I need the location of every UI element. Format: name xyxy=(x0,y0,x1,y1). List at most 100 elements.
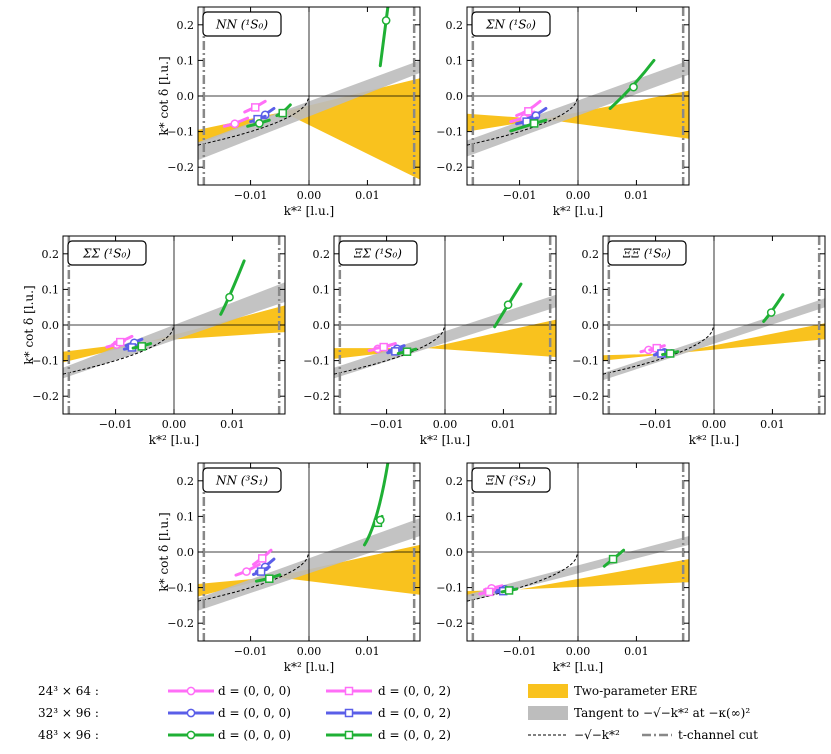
plot-area xyxy=(603,236,825,414)
marker-24-002 xyxy=(251,103,260,112)
ytick-label: 0.0 xyxy=(446,90,464,103)
xtick-label: 0.00 xyxy=(162,418,187,431)
ytick-label: 0.1 xyxy=(582,283,600,296)
ytick-label: 0.2 xyxy=(42,248,60,261)
ytick-label: 0.1 xyxy=(177,510,195,523)
marker-24-002 xyxy=(484,587,494,597)
plot-area xyxy=(467,7,689,185)
panel-title: ΞN (³S₁) xyxy=(485,474,536,488)
marker-48-000 xyxy=(503,300,513,310)
panel-title: ΣN (¹S₀) xyxy=(485,18,536,32)
marker-48-002 xyxy=(265,574,274,583)
marker-48-000 xyxy=(629,82,638,92)
ytick-label: 0.0 xyxy=(42,319,60,332)
legend-text-24-000: d = (0, 0, 0) xyxy=(218,684,291,698)
ytick-label: −0.2 xyxy=(167,161,194,174)
marker-48-000 xyxy=(375,515,385,525)
data-segment-48-002 xyxy=(363,463,390,547)
legend-marker-48-002 xyxy=(344,730,354,740)
marker-24-002 xyxy=(524,107,533,116)
legend-text-48-002: d = (0, 0, 2) xyxy=(378,728,451,742)
x-axis-label: k*² [l.u.] xyxy=(689,433,739,447)
xtick-label: 0.00 xyxy=(297,189,322,202)
xtick-label: 0.01 xyxy=(624,189,649,202)
legend-row-24: 24³ × 64 : d = (0, 0, 0) d = (0, 0, 2) xyxy=(38,684,451,698)
panel-title: NN (³S₁) xyxy=(215,474,268,488)
marker-48-002 xyxy=(137,342,147,351)
title-box xyxy=(607,240,687,266)
ytick-label: 0.1 xyxy=(446,510,464,523)
data-segment-48-000 xyxy=(219,259,246,316)
marker-48-000 xyxy=(225,292,234,302)
bound-curve xyxy=(63,324,175,375)
xtick-label: −0.01 xyxy=(503,189,537,202)
ytick-label: 0.0 xyxy=(313,319,331,332)
ytick-label: −0.1 xyxy=(32,355,59,368)
x-axis-label: k*² [l.u.] xyxy=(284,660,334,674)
legend-swatch-ere xyxy=(528,684,568,698)
ytick-label: 0.0 xyxy=(177,90,195,103)
xtick-label: −0.01 xyxy=(370,418,404,431)
ytick-label: 0.0 xyxy=(582,319,600,332)
ytick-label: 0.0 xyxy=(446,546,464,559)
ytick-label: 0.2 xyxy=(582,248,600,261)
marker-48-000 xyxy=(381,16,391,25)
xtick-label: 0.00 xyxy=(702,418,727,431)
marker-48-002 xyxy=(278,108,287,118)
ytick-label: −0.2 xyxy=(167,617,194,630)
legend-label-48: 48³ × 96 : xyxy=(38,728,99,742)
y-axis-label: k* cot δ [l.u.] xyxy=(157,512,171,591)
bound-curve xyxy=(603,324,715,375)
ytick-label: −0.1 xyxy=(572,355,599,368)
title-box xyxy=(338,240,418,266)
panel-1: 0.2 0.1 0.0 −0.1 −0.2 −0.01 0.00 0.01 k*² [l.u.]… xyxy=(436,6,690,218)
xtick-label: 0.01 xyxy=(624,645,649,658)
xtick-label: −0.01 xyxy=(639,418,673,431)
ere-band xyxy=(334,319,556,359)
panel-6: 0.2 0.1 0.0 −0.1 −0.2 −0.01 0.00 0.01 k*² [l.u.]… xyxy=(436,462,690,674)
marker-32-002 xyxy=(391,347,400,356)
ytick-label: −0.2 xyxy=(32,390,59,403)
panel-title: ΣΣ (¹S₀) xyxy=(82,247,131,261)
legend-marker-32-002 xyxy=(344,708,354,718)
xtick-label: −0.01 xyxy=(503,645,537,658)
panel-3: 0.2 0.1 0.0 −0.1 −0.2 −0.01 0.00 0.01 k*² [l.u.]… xyxy=(303,235,557,447)
bound-curve xyxy=(467,95,579,146)
bound-curve xyxy=(467,551,579,602)
bound-curve xyxy=(198,551,310,602)
ytick-label: −0.2 xyxy=(436,617,463,630)
ytick-label: 0.2 xyxy=(446,19,464,32)
x-axis-label: k*² [l.u.] xyxy=(284,204,334,218)
legend-marker-48-000 xyxy=(186,730,196,740)
y-axis-label: k* cot δ [l.u.] xyxy=(22,285,36,364)
ere-band xyxy=(603,323,825,361)
plot-area xyxy=(198,7,420,185)
panel-4: 0.2 0.1 0.0 −0.1 −0.2 −0.01 0.00 0.01 k*² [l.u.]… xyxy=(572,235,826,447)
panel-0: 0.2 0.1 0.0 −0.1 −0.2 −0.01 0.00 0.01 k*² [l.u.]… xyxy=(157,6,421,218)
legend-text-32-000: d = (0, 0, 0) xyxy=(218,706,291,720)
x-axis-label: k*² [l.u.] xyxy=(553,660,603,674)
xtick-label: 0.01 xyxy=(220,418,245,431)
marker-48-002 xyxy=(608,554,618,564)
ytick-label: −0.1 xyxy=(167,582,194,595)
marker-24-002 xyxy=(379,342,388,352)
marker-48-002 xyxy=(529,119,539,128)
ytick-label: 0.1 xyxy=(177,54,195,67)
ytick-label: −0.1 xyxy=(436,126,463,139)
legend-marker-32-000 xyxy=(186,708,196,718)
ytick-label: 0.2 xyxy=(446,475,464,488)
data-segment-48-000 xyxy=(378,7,390,68)
xtick-label: −0.01 xyxy=(99,418,133,431)
y-axis-label: k* cot δ [l.u.] xyxy=(157,56,171,135)
panel-title: ΞΞ (¹S₀) xyxy=(622,247,671,261)
xtick-label: 0.01 xyxy=(355,645,380,658)
bound-curve xyxy=(334,324,446,375)
xtick-label: 0.00 xyxy=(566,189,591,202)
panel-5: 0.2 0.1 0.0 −0.1 −0.2 −0.01 0.00 0.01 k*² [l.u.]… xyxy=(157,462,421,674)
legend-text-cut: t-channel cut xyxy=(678,728,758,742)
marker-24-000 xyxy=(242,567,251,576)
xtick-label: 0.01 xyxy=(355,189,380,202)
legend-row-48: 48³ × 96 : d = (0, 0, 0) d = (0, 0, 2) xyxy=(38,728,451,742)
panels: 0.2 0.1 0.0 −0.1 −0.2 −0.01 0.00 0.01 k*² [l.u.]… xyxy=(22,6,826,674)
